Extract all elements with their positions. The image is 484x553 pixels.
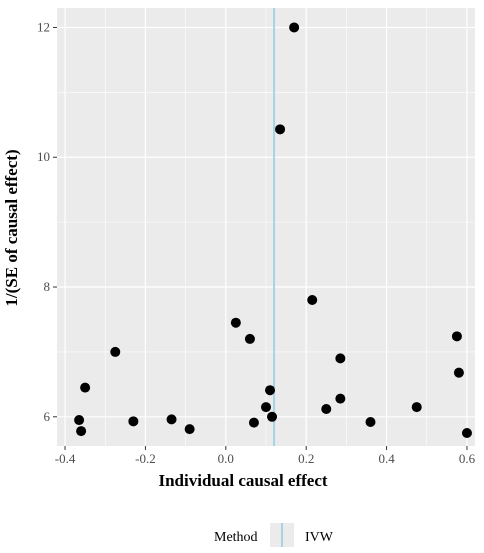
x-tick-label: 0.6 [459,451,476,466]
y-axis-ticks: 6 8 10 12 [37,19,57,424]
data-point [289,22,300,33]
y-axis-title: 1/(SE of causal effect) [2,149,21,306]
data-point [261,402,271,413]
data-points [74,22,472,439]
x-axis-ticks: -0.4 -0.2 0.0 0.2 0.4 0.6 [55,446,476,466]
data-point [451,331,462,342]
x-tick-label: 0.4 [378,451,395,466]
x-axis-title: Individual causal effect [158,471,327,490]
data-point [230,317,241,328]
data-point [275,124,286,135]
y-tick-label: 8 [44,279,51,294]
legend-label-ivw: IVW [305,530,334,545]
minor-gridlines [57,8,475,446]
data-point [267,411,278,422]
data-point [166,414,177,425]
data-point [110,346,121,357]
data-point [74,415,85,426]
y-tick-label: 6 [44,409,51,424]
data-point [461,428,472,439]
data-point [335,393,346,404]
data-point [184,424,195,435]
data-point [80,382,91,393]
data-point [265,385,276,396]
data-point [365,416,376,427]
data-point [244,333,255,344]
x-tick-label: 0.2 [298,451,314,466]
data-point [248,417,259,428]
data-point [76,426,87,437]
x-tick-label: 0.0 [218,451,234,466]
legend-title: Method [214,530,258,545]
data-point [307,295,318,305]
major-gridlines [57,8,475,446]
data-point [321,404,332,415]
y-tick-label: 10 [37,149,50,164]
x-tick-label: -0.4 [55,451,76,466]
data-point [335,353,346,364]
legend: Method IVW [214,523,334,547]
data-point [128,416,139,427]
y-tick-label: 12 [37,19,50,34]
x-tick-label: -0.2 [135,451,156,466]
data-point [411,402,422,413]
data-point [453,367,464,378]
